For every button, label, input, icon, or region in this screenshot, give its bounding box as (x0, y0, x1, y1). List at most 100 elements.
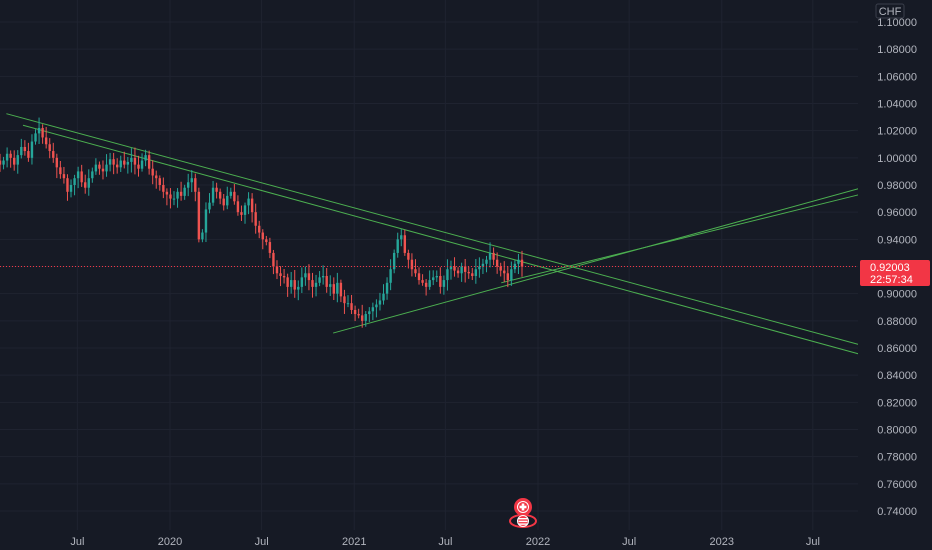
candle-body (304, 273, 307, 278)
candle-body (336, 282, 339, 294)
candle-body (236, 201, 240, 213)
candle-body (13, 157, 16, 165)
candle-body (226, 195, 229, 206)
candle-body (385, 282, 389, 294)
candle-body (481, 263, 485, 267)
candle-body (329, 284, 332, 287)
candle-body (463, 266, 467, 272)
candle-body (389, 269, 392, 283)
candle-body (424, 282, 428, 287)
events-flags[interactable] (509, 498, 537, 528)
candle-body (197, 191, 201, 240)
candle-body (115, 164, 119, 168)
time-tick-label: Jul (438, 536, 452, 548)
candle-body (382, 293, 385, 301)
price-tick-label: 1.10000 (877, 17, 917, 29)
candle-body (9, 153, 12, 158)
candle-body (364, 314, 367, 321)
candle-body (346, 303, 350, 305)
candle-body (229, 191, 233, 196)
candle-body (87, 178, 90, 188)
candle-body (123, 160, 126, 165)
candle-body (279, 273, 282, 277)
candle-body (5, 153, 9, 161)
candle-body (368, 311, 371, 315)
candle-body (183, 187, 186, 196)
last-price-value: 0.92003 (870, 262, 910, 274)
time-tick-label: Jul (806, 536, 820, 548)
candle-body (467, 271, 470, 274)
candle-body (84, 182, 87, 188)
price-tick-label: 0.78000 (877, 452, 917, 464)
price-tick-label: 0.96000 (877, 207, 917, 219)
candle-body (94, 164, 98, 172)
candle-body (44, 137, 48, 145)
candle-body (517, 259, 520, 264)
candle-body (162, 185, 165, 192)
candle-body (16, 155, 19, 165)
candle-body (488, 252, 492, 260)
candle-body (506, 273, 509, 281)
candle-body (261, 232, 264, 240)
price-tick-label: 0.90000 (877, 289, 917, 301)
price-tick-label: 0.88000 (877, 316, 917, 328)
candle-body (243, 205, 247, 215)
candle-body (321, 276, 325, 278)
candle-body (289, 280, 293, 287)
candle-body (204, 209, 208, 233)
candle-body (55, 157, 59, 168)
time-axis-labels: Jul 2020 Jul 2021 Jul 2022 Jul 2023 Jul (70, 536, 820, 548)
candle-body (357, 314, 360, 316)
price-tick-label: 0.94000 (877, 234, 917, 246)
us-flag-event-icon (509, 514, 537, 528)
price-tick-label: 1.04000 (877, 99, 917, 111)
candle-body (62, 174, 66, 179)
candle-body (492, 252, 495, 260)
candle-body (282, 276, 286, 278)
candle-body (471, 273, 474, 277)
price-tick-label: 1.08000 (877, 44, 917, 56)
candle-body (396, 239, 399, 253)
candles (0, 117, 524, 328)
candle-body (293, 280, 296, 290)
candle-body (439, 276, 442, 287)
time-tick-label: Jul (622, 536, 636, 548)
candle-body (179, 191, 183, 196)
trendlines[interactable] (6, 113, 882, 361)
time-axis-panel[interactable] (0, 530, 932, 550)
trendline (6, 113, 882, 352)
candle-body (119, 160, 122, 168)
time-tick-label: 2021 (342, 536, 366, 548)
candle-body (343, 296, 346, 304)
candle-body (414, 269, 417, 274)
candle-body (66, 178, 69, 192)
candle-body (460, 266, 463, 274)
candle-body (69, 185, 73, 192)
candle-body (20, 146, 23, 156)
candle-body (392, 252, 396, 270)
candle-body (268, 242, 272, 253)
trendline (22, 124, 882, 361)
candle-body (432, 277, 435, 281)
candle-body (247, 198, 250, 206)
candle-body (190, 178, 193, 183)
currency-badge: CHF (875, 3, 905, 19)
candle-body (503, 270, 506, 274)
candle-body (73, 178, 76, 185)
candle-body (495, 259, 499, 267)
candle-body (169, 194, 172, 199)
candle-body (421, 280, 424, 283)
candle-body (474, 269, 478, 277)
candle-body (133, 157, 137, 165)
swiss-flag-event-icon (514, 498, 532, 516)
candle-body (48, 144, 51, 152)
time-tick-label: 2020 (158, 536, 182, 548)
candle-body (428, 280, 431, 287)
candle-body (272, 252, 275, 267)
candle-body (155, 175, 158, 179)
candle-body (240, 212, 243, 215)
price-tick-label: 0.80000 (877, 425, 917, 437)
candle-body (41, 127, 44, 138)
candle-body (250, 198, 254, 213)
